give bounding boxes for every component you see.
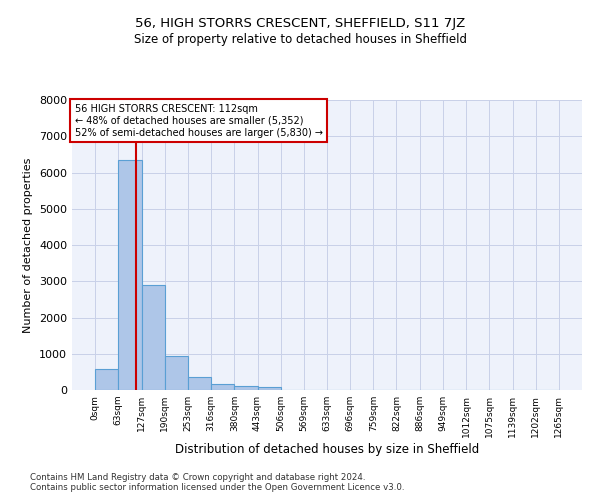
Text: Contains HM Land Registry data © Crown copyright and database right 2024.: Contains HM Land Registry data © Crown c… [30,472,365,482]
Text: Distribution of detached houses by size in Sheffield: Distribution of detached houses by size … [175,442,479,456]
Text: 56, HIGH STORRS CRESCENT, SHEFFIELD, S11 7JZ: 56, HIGH STORRS CRESCENT, SHEFFIELD, S11… [135,18,465,30]
Bar [211,384,235,390]
Text: 56 HIGH STORRS CRESCENT: 112sqm
← 48% of detached houses are smaller (5,352)
52%: 56 HIGH STORRS CRESCENT: 112sqm ← 48% of… [74,104,323,138]
Y-axis label: Number of detached properties: Number of detached properties [23,158,34,332]
Bar [235,386,257,390]
Bar [188,376,211,390]
Bar [142,285,165,390]
Bar [118,160,142,390]
Bar [165,356,188,390]
Text: Contains public sector information licensed under the Open Government Licence v3: Contains public sector information licen… [30,482,404,492]
Bar [257,387,281,390]
Bar [95,370,118,390]
Text: Size of property relative to detached houses in Sheffield: Size of property relative to detached ho… [133,32,467,46]
